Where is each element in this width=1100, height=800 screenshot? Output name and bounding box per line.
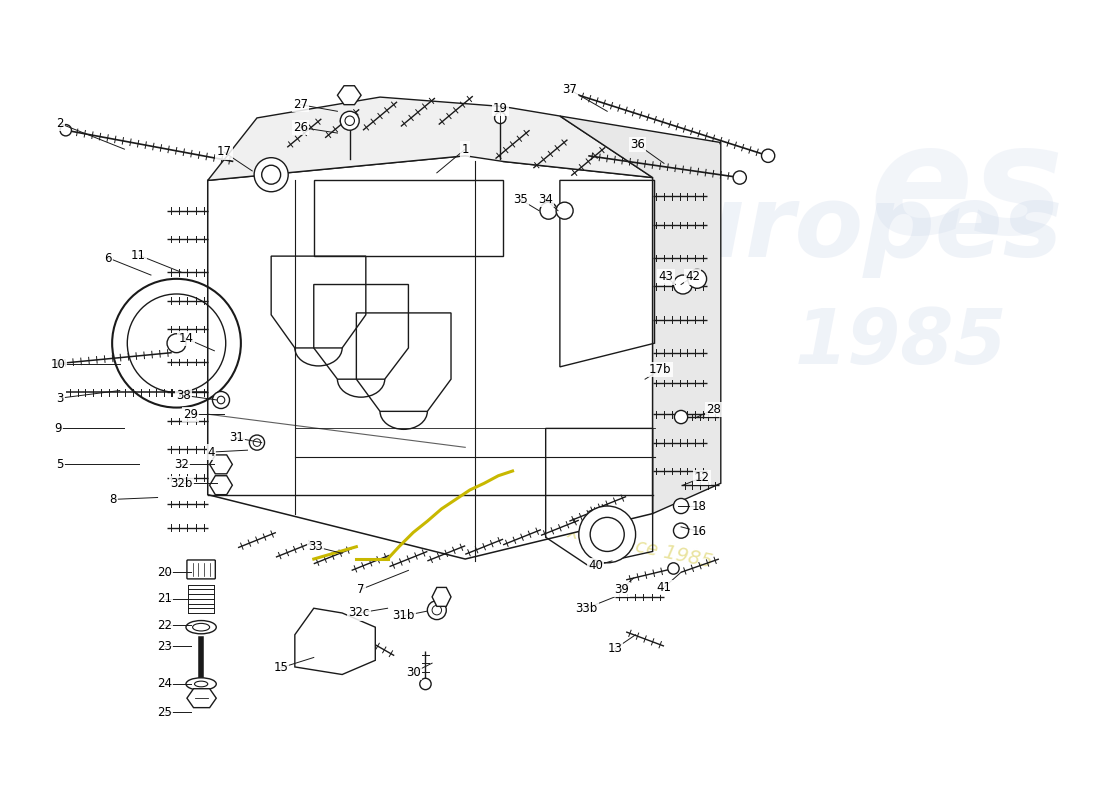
Polygon shape <box>208 97 652 180</box>
Text: 22: 22 <box>156 618 172 632</box>
Text: 31b: 31b <box>393 610 415 622</box>
Text: 32b: 32b <box>170 477 192 490</box>
Text: 37: 37 <box>562 83 576 96</box>
Circle shape <box>420 678 431 690</box>
Text: a passion for excellence 1985: a passion for excellence 1985 <box>425 493 714 572</box>
Text: 19: 19 <box>493 102 508 115</box>
Text: 35: 35 <box>513 193 528 206</box>
Circle shape <box>557 202 573 219</box>
Text: europes: europes <box>606 181 1063 278</box>
Ellipse shape <box>186 621 217 634</box>
Circle shape <box>495 112 506 123</box>
Text: 17: 17 <box>217 146 231 158</box>
Text: 2: 2 <box>56 117 64 130</box>
Circle shape <box>579 506 636 563</box>
Text: 32c: 32c <box>349 606 370 619</box>
Circle shape <box>254 158 288 192</box>
Text: 10: 10 <box>51 358 66 370</box>
Text: 39: 39 <box>614 583 629 596</box>
Polygon shape <box>432 587 451 606</box>
Text: 3: 3 <box>56 392 64 405</box>
Text: 11: 11 <box>131 249 146 262</box>
Text: 5: 5 <box>56 458 64 471</box>
Text: 20: 20 <box>157 566 172 578</box>
Text: 42: 42 <box>685 270 700 283</box>
Text: 27: 27 <box>293 98 308 111</box>
Polygon shape <box>210 476 232 494</box>
Text: 36: 36 <box>630 138 645 151</box>
Circle shape <box>668 563 679 574</box>
Circle shape <box>60 125 72 136</box>
Text: 29: 29 <box>184 408 198 421</box>
Circle shape <box>540 202 557 219</box>
Polygon shape <box>338 86 361 105</box>
Text: 23: 23 <box>157 640 172 653</box>
FancyBboxPatch shape <box>187 560 216 579</box>
Circle shape <box>674 410 688 424</box>
Text: 4: 4 <box>208 446 216 458</box>
Circle shape <box>673 523 689 538</box>
Text: 28: 28 <box>706 403 721 416</box>
Circle shape <box>733 171 747 184</box>
Polygon shape <box>208 156 652 559</box>
Text: 31: 31 <box>229 431 243 444</box>
Text: 25: 25 <box>157 706 172 719</box>
Circle shape <box>212 391 230 409</box>
Text: 18: 18 <box>692 499 706 513</box>
Ellipse shape <box>186 678 217 690</box>
Text: 15: 15 <box>273 662 288 674</box>
Text: 40: 40 <box>588 559 603 572</box>
Circle shape <box>673 275 692 294</box>
Polygon shape <box>560 116 720 514</box>
Text: 24: 24 <box>156 678 172 690</box>
Circle shape <box>250 435 264 450</box>
Text: 14: 14 <box>178 332 194 345</box>
Text: 34: 34 <box>538 193 553 206</box>
Text: 9: 9 <box>54 422 62 435</box>
Polygon shape <box>210 455 232 474</box>
Circle shape <box>428 601 447 620</box>
Text: 21: 21 <box>156 592 172 606</box>
Circle shape <box>340 111 360 130</box>
Text: 33: 33 <box>308 540 323 554</box>
Text: 12: 12 <box>694 471 710 484</box>
Text: 26: 26 <box>293 121 308 134</box>
Text: 7: 7 <box>358 583 365 596</box>
Text: 32: 32 <box>174 458 189 471</box>
Text: 1: 1 <box>462 142 469 156</box>
Polygon shape <box>295 608 375 674</box>
Text: 1985: 1985 <box>794 306 1006 380</box>
Text: 30: 30 <box>406 666 420 679</box>
Text: 8: 8 <box>109 493 117 506</box>
Circle shape <box>688 270 706 288</box>
Text: 38: 38 <box>176 389 190 402</box>
Text: 43: 43 <box>659 270 673 283</box>
Text: 16: 16 <box>692 525 706 538</box>
Circle shape <box>761 149 774 162</box>
Circle shape <box>673 498 689 514</box>
Text: 41: 41 <box>657 581 671 594</box>
Text: es: es <box>870 118 1064 266</box>
Text: 6: 6 <box>104 251 112 265</box>
Text: 33b: 33b <box>575 602 597 614</box>
Text: 13: 13 <box>607 642 623 655</box>
Text: 17b: 17b <box>649 363 671 376</box>
Polygon shape <box>187 689 217 708</box>
